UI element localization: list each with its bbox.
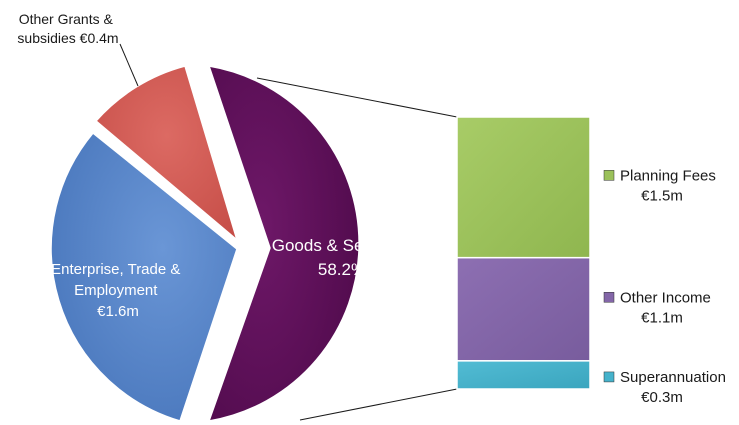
legend-value-planning-fees: €1.5m	[641, 187, 683, 204]
legend: Planning Fees €1.5m Other Income €1.1m Super…	[603, 167, 726, 406]
legend-swatch-planning-fees	[603, 170, 615, 181]
goods-services-label-line1: Goods & Services	[272, 236, 408, 255]
pie-slice-enterprise-trade-employment	[50, 131, 238, 422]
other-grants-label: Other Grants & subsidies €0.4m	[17, 11, 118, 46]
bar-segment-planning-fees	[456, 116, 591, 259]
enterprise-label-line3: €1.6m	[97, 303, 139, 320]
legend-swatch-superannuation	[603, 371, 615, 383]
other-grants-label-line1: Other Grants &	[19, 11, 114, 27]
enterprise-label-line2: Employment	[74, 282, 158, 299]
pie-slice-goods-services	[207, 65, 360, 422]
bar-segment-superannuation	[456, 360, 591, 390]
legend-value-other-income: €1.1m	[641, 309, 683, 326]
enterprise-label-line1: Enterprise, Trade &	[51, 261, 180, 278]
other-grants-label-line2: subsidies €0.4m	[17, 30, 118, 46]
enterprise-label: Enterprise, Trade & Employment €1.6m	[51, 261, 185, 320]
connector-line-bottom	[299, 388, 458, 421]
legend-label-planning-fees: Planning Fees	[620, 167, 716, 184]
goods-services-label: Goods & Services 58.2%	[272, 236, 413, 279]
legend-label-superannuation: Superannuation	[620, 369, 726, 386]
other-grants-leader-line	[119, 43, 139, 87]
pie-slice-other-grants-subsidies	[94, 65, 239, 243]
legend-value-superannuation: €0.3m	[641, 389, 683, 406]
legend-label-other-income: Other Income	[620, 289, 711, 306]
stacked-bar	[456, 116, 591, 390]
goods-services-label-line2: 58.2%	[318, 260, 366, 279]
connector-line-top	[256, 77, 458, 118]
bar-segment-other-income	[456, 256, 591, 362]
legend-swatch-other-income	[603, 292, 615, 303]
